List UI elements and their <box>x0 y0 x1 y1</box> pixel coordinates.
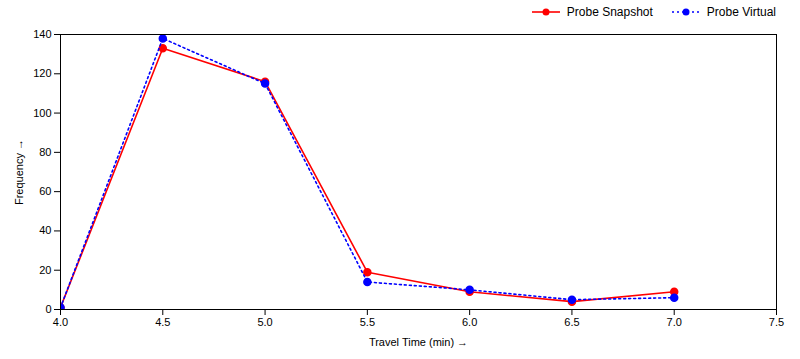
svg-text:4.0: 4.0 <box>53 316 68 328</box>
svg-text:5.0: 5.0 <box>257 316 272 328</box>
svg-text:6.0: 6.0 <box>462 316 477 328</box>
svg-text:5.5: 5.5 <box>360 316 375 328</box>
svg-text:Travel Time (min) →: Travel Time (min) → <box>369 336 468 348</box>
svg-text:7.5: 7.5 <box>769 316 784 328</box>
svg-text:Frequency →: Frequency → <box>13 139 25 205</box>
svg-text:120: 120 <box>33 67 51 79</box>
svg-text:40: 40 <box>39 224 51 236</box>
svg-text:100: 100 <box>33 107 51 119</box>
svg-text:140: 140 <box>33 28 51 40</box>
svg-text:6.5: 6.5 <box>564 316 579 328</box>
svg-text:20: 20 <box>39 264 51 276</box>
svg-text:80: 80 <box>39 146 51 158</box>
html-text:Probe Snapshot: Probe Snapshot <box>566 5 653 19</box>
svg-text:0: 0 <box>45 303 51 315</box>
svg-text:4.5: 4.5 <box>155 316 170 328</box>
html-text:Probe Virtual: Probe Virtual <box>706 5 776 19</box>
svg-text:60: 60 <box>39 185 51 197</box>
svg-text:7.0: 7.0 <box>667 316 682 328</box>
